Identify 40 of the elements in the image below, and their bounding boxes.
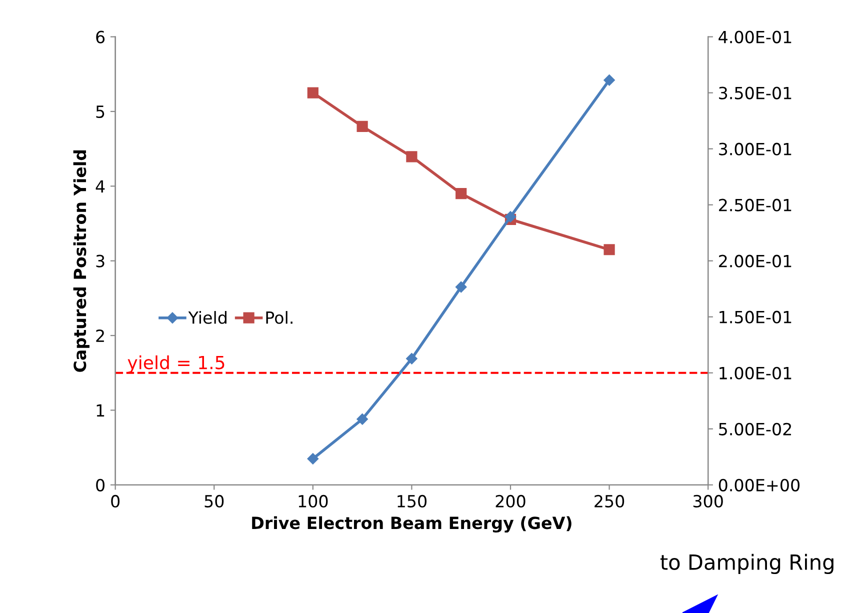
point: [356, 414, 368, 425]
point: [406, 353, 418, 364]
legend-label: Yield: [188, 311, 226, 324]
x-axis-title: Drive Electron Beam Energy (GeV): [252, 516, 572, 533]
ref-line-label: yield = 1.5: [128, 355, 224, 373]
x-tick-label: 50: [204, 494, 224, 508]
text: to Damping Ring: [660, 554, 834, 574]
point: [504, 211, 516, 222]
y-axis-title: Captured Positron Yield: [73, 150, 90, 372]
point: [307, 453, 319, 464]
x-tick-label: 150: [398, 494, 427, 508]
point: [455, 281, 467, 293]
y-tick-label: 3: [96, 254, 104, 268]
x-tick-label: 0: [111, 494, 120, 508]
y2-tick-label: 2.00E-01: [719, 254, 792, 268]
point: [604, 74, 615, 86]
y-tick-label: 1: [96, 404, 104, 417]
y-tick-label: 2: [96, 329, 104, 342]
y2-tick-label: 5.00E-02: [719, 422, 791, 436]
point: [456, 188, 467, 200]
point: [604, 244, 615, 256]
point: [356, 120, 368, 132]
y2-tick-label: 1.50E-01: [720, 310, 792, 324]
y2-tick-label: 0.00E+00: [718, 478, 800, 492]
point: [307, 87, 318, 98]
legend-label: Pol.: [266, 311, 292, 324]
x-tick-label: 100: [298, 494, 328, 508]
y2-tick-label: 3.50E-01: [719, 86, 792, 100]
y-tick-label: 5: [96, 106, 104, 118]
point: [406, 151, 418, 162]
y2-tick-label: 3.00E-01: [719, 142, 792, 156]
x-tick-label: 300: [693, 494, 723, 508]
x-tick-label: 200: [496, 494, 526, 508]
y-tick-label: 6: [96, 30, 105, 44]
x-tick-label: 250: [594, 494, 624, 508]
y-tick-label: 0: [96, 478, 104, 492]
y2-tick-label: 2.50E-01: [719, 198, 792, 212]
y-tick-label: 4: [96, 180, 105, 192]
y2-tick-label: 4.00E-01: [718, 30, 792, 44]
y2-tick-label: 1.00E-01: [720, 366, 792, 380]
